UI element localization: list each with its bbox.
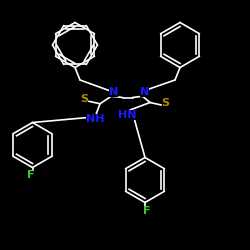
Text: F: F <box>28 170 35 180</box>
Text: F: F <box>143 206 151 216</box>
Text: N: N <box>140 87 149 97</box>
Text: N: N <box>108 87 118 97</box>
Text: NH: NH <box>86 114 104 124</box>
Text: HN: HN <box>118 110 136 120</box>
Text: S: S <box>162 98 170 108</box>
Text: S: S <box>80 94 88 104</box>
